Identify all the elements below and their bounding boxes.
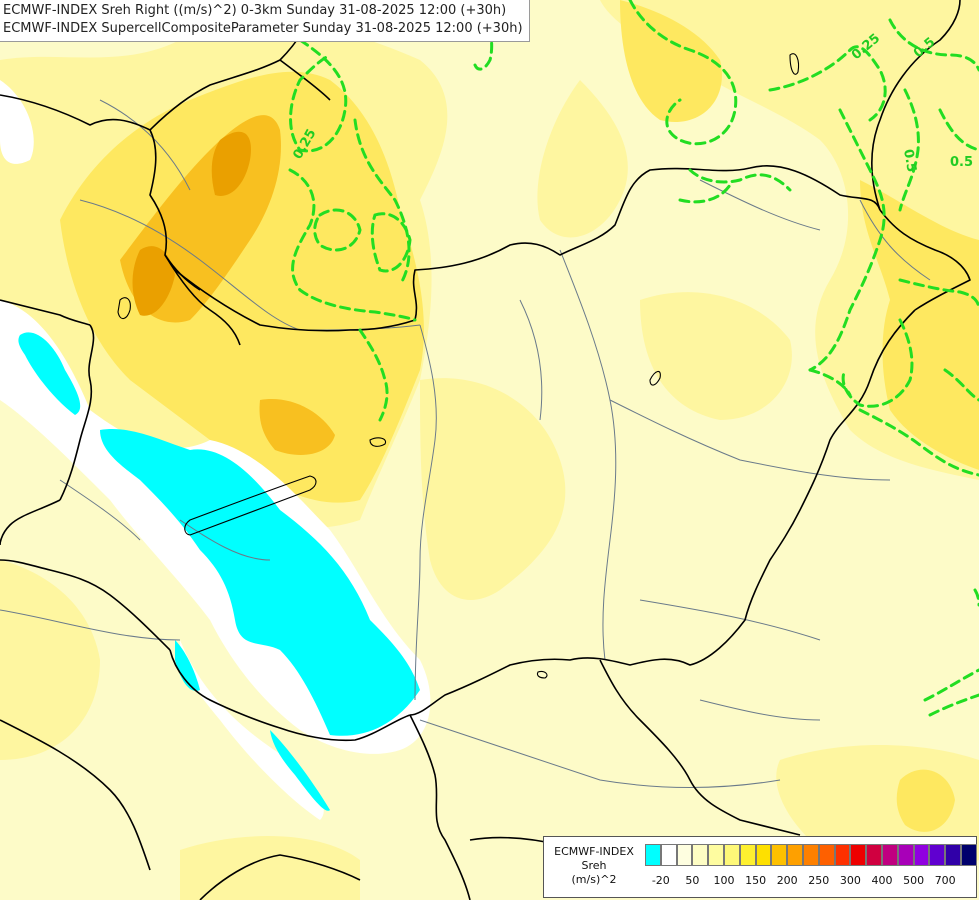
legend-swatch [787, 844, 803, 866]
scp-contours [288, 0, 979, 717]
legend-swatch [708, 844, 724, 866]
legend-swatch [771, 844, 788, 866]
map-title-secondary: ECMWF-INDEX SupercellCompositeParameter … [3, 21, 523, 36]
legend-swatches [645, 844, 977, 866]
legend-tick-label: 250 [808, 874, 830, 887]
lakes [117, 53, 800, 679]
contour-label: 0.5 [950, 155, 973, 170]
legend-tick-label: 400 [871, 874, 893, 887]
legend-title-units: (m/s)^2 [571, 873, 617, 886]
legend-tick-label: -20 [651, 874, 670, 887]
legend-title: ECMWF-INDEX Sreh (m/s)^2 [546, 845, 642, 887]
sreh-field-peak [132, 131, 251, 316]
legend-swatch [913, 844, 930, 866]
contour-label: 0.5 [900, 148, 919, 173]
legend-swatch [881, 844, 898, 866]
legend-title-model: ECMWF-INDEX [554, 845, 634, 858]
legend-swatch [660, 844, 677, 866]
legend-swatch [960, 844, 977, 866]
map-title-box: ECMWF-INDEX Sreh Right ((m/s)^2) 0-3km S… [0, 0, 530, 42]
legend-ticks: -20 50 100 150 200 250 300 400 500 700 [645, 874, 975, 890]
legend-tick-label: 100 [713, 874, 735, 887]
legend-tick-label: 150 [745, 874, 767, 887]
legend-swatch [676, 844, 693, 866]
legend-swatch [692, 844, 709, 866]
color-legend: ECMWF-INDEX Sreh (m/s)^2 -20 50 100 150 200 2… [543, 836, 977, 898]
legend-swatch [818, 844, 835, 866]
legend-swatch [866, 844, 882, 866]
legend-tick-label: 700 [934, 874, 956, 887]
legend-tick-label: 50 [685, 874, 700, 887]
legend-swatch [850, 844, 867, 866]
legend-tick-label: 200 [776, 874, 798, 887]
legend-tick-label: 500 [903, 874, 925, 887]
legend-swatch [723, 844, 740, 866]
legend-swatch [645, 844, 661, 866]
legend-swatch [929, 844, 946, 866]
legend-swatch [897, 844, 914, 866]
map-title-primary: ECMWF-INDEX Sreh Right ((m/s)^2) 0-3km S… [3, 3, 507, 18]
legend-swatch [802, 844, 819, 866]
sreh-field-medium [60, 0, 979, 832]
legend-title-parameter: Sreh [581, 859, 607, 872]
legend-swatch [834, 844, 851, 866]
legend-swatch [945, 844, 961, 866]
legend-swatch [755, 844, 772, 866]
legend-tick-label: 300 [839, 874, 861, 887]
sreh-field-negative [18, 332, 420, 811]
legend-swatch [739, 844, 756, 866]
